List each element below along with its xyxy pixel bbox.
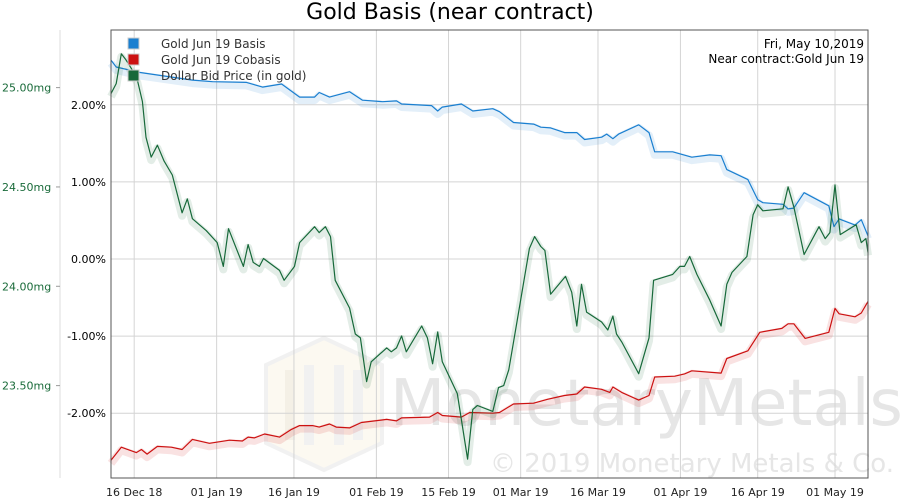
mg-tick-label: 25.00mg: [2, 82, 51, 95]
info-contract: Near contract:Gold Jun 19: [708, 52, 864, 66]
legend: Gold Jun 19 Basis Gold Jun 19 Cobasis Do…: [127, 37, 306, 83]
x-tick-label: 01 Jan 19: [191, 486, 243, 499]
dollar-bid-price-line: [110, 53, 869, 460]
percent-tick-label: 2.00%: [71, 99, 106, 112]
legend-label-cobasis: Gold Jun 19 Cobasis: [161, 53, 281, 67]
mg-tick-label: 24.50mg: [2, 181, 51, 194]
legend-swatch-basis: [127, 37, 140, 50]
x-tick-label: 15 Feb 19: [421, 486, 475, 499]
chart-title: Gold Basis (near contract): [306, 0, 594, 25]
legend-swatch-cobasis: [127, 53, 140, 66]
basis-line-shadow: [107, 60, 872, 241]
x-tick-label: 16 Dec 18: [106, 486, 162, 499]
cobasis-line-shadow: [107, 302, 872, 466]
x-tick-label: 16 Apr 19: [731, 486, 785, 499]
watermark-copyright: © 2019 Monetary Metals & Co.: [490, 449, 894, 479]
x-tick-label: 01 Mar 19: [493, 486, 549, 499]
legend-label-basis: Gold Jun 19 Basis: [161, 37, 265, 51]
watermark-logo-icon: [264, 335, 384, 473]
axes: 16 Dec 18 01 Jan 19 16 Jan 19 01 Feb 19 15 F…: [2, 30, 864, 499]
plot-border: [110, 29, 869, 479]
percent-tick-label: 1.00%: [71, 176, 106, 189]
legend-label-dollar: Dollar Bid Price (in gold): [161, 69, 306, 83]
cobasis-line: [110, 301, 869, 461]
x-tick-label: 01 Apr 19: [653, 486, 707, 499]
watermark-brand: MonetaryMetals: [390, 367, 900, 441]
x-tick-label: 16 Jan 19: [268, 486, 320, 499]
legend-swatch-dollar: [127, 69, 140, 82]
info-date: Fri, May 10,2019: [764, 37, 864, 51]
basis-line: [110, 59, 869, 237]
series-lines: [107, 52, 872, 467]
mg-tick-label: 23.50mg: [2, 380, 51, 393]
percent-tick-label: -2.00%: [67, 407, 106, 420]
watermark: MonetaryMetals © 2019 Monetary Metals & …: [264, 335, 900, 479]
x-tick-label: 01 Feb 19: [349, 486, 403, 499]
x-tick-label: 01 May 19: [806, 486, 864, 499]
mg-tick-label: 24.00mg: [2, 280, 51, 293]
percent-tick-label: 0.00%: [71, 253, 106, 266]
percent-tick-label: -1.00%: [67, 330, 106, 343]
x-tick-label: 16 Mar 19: [570, 486, 626, 499]
